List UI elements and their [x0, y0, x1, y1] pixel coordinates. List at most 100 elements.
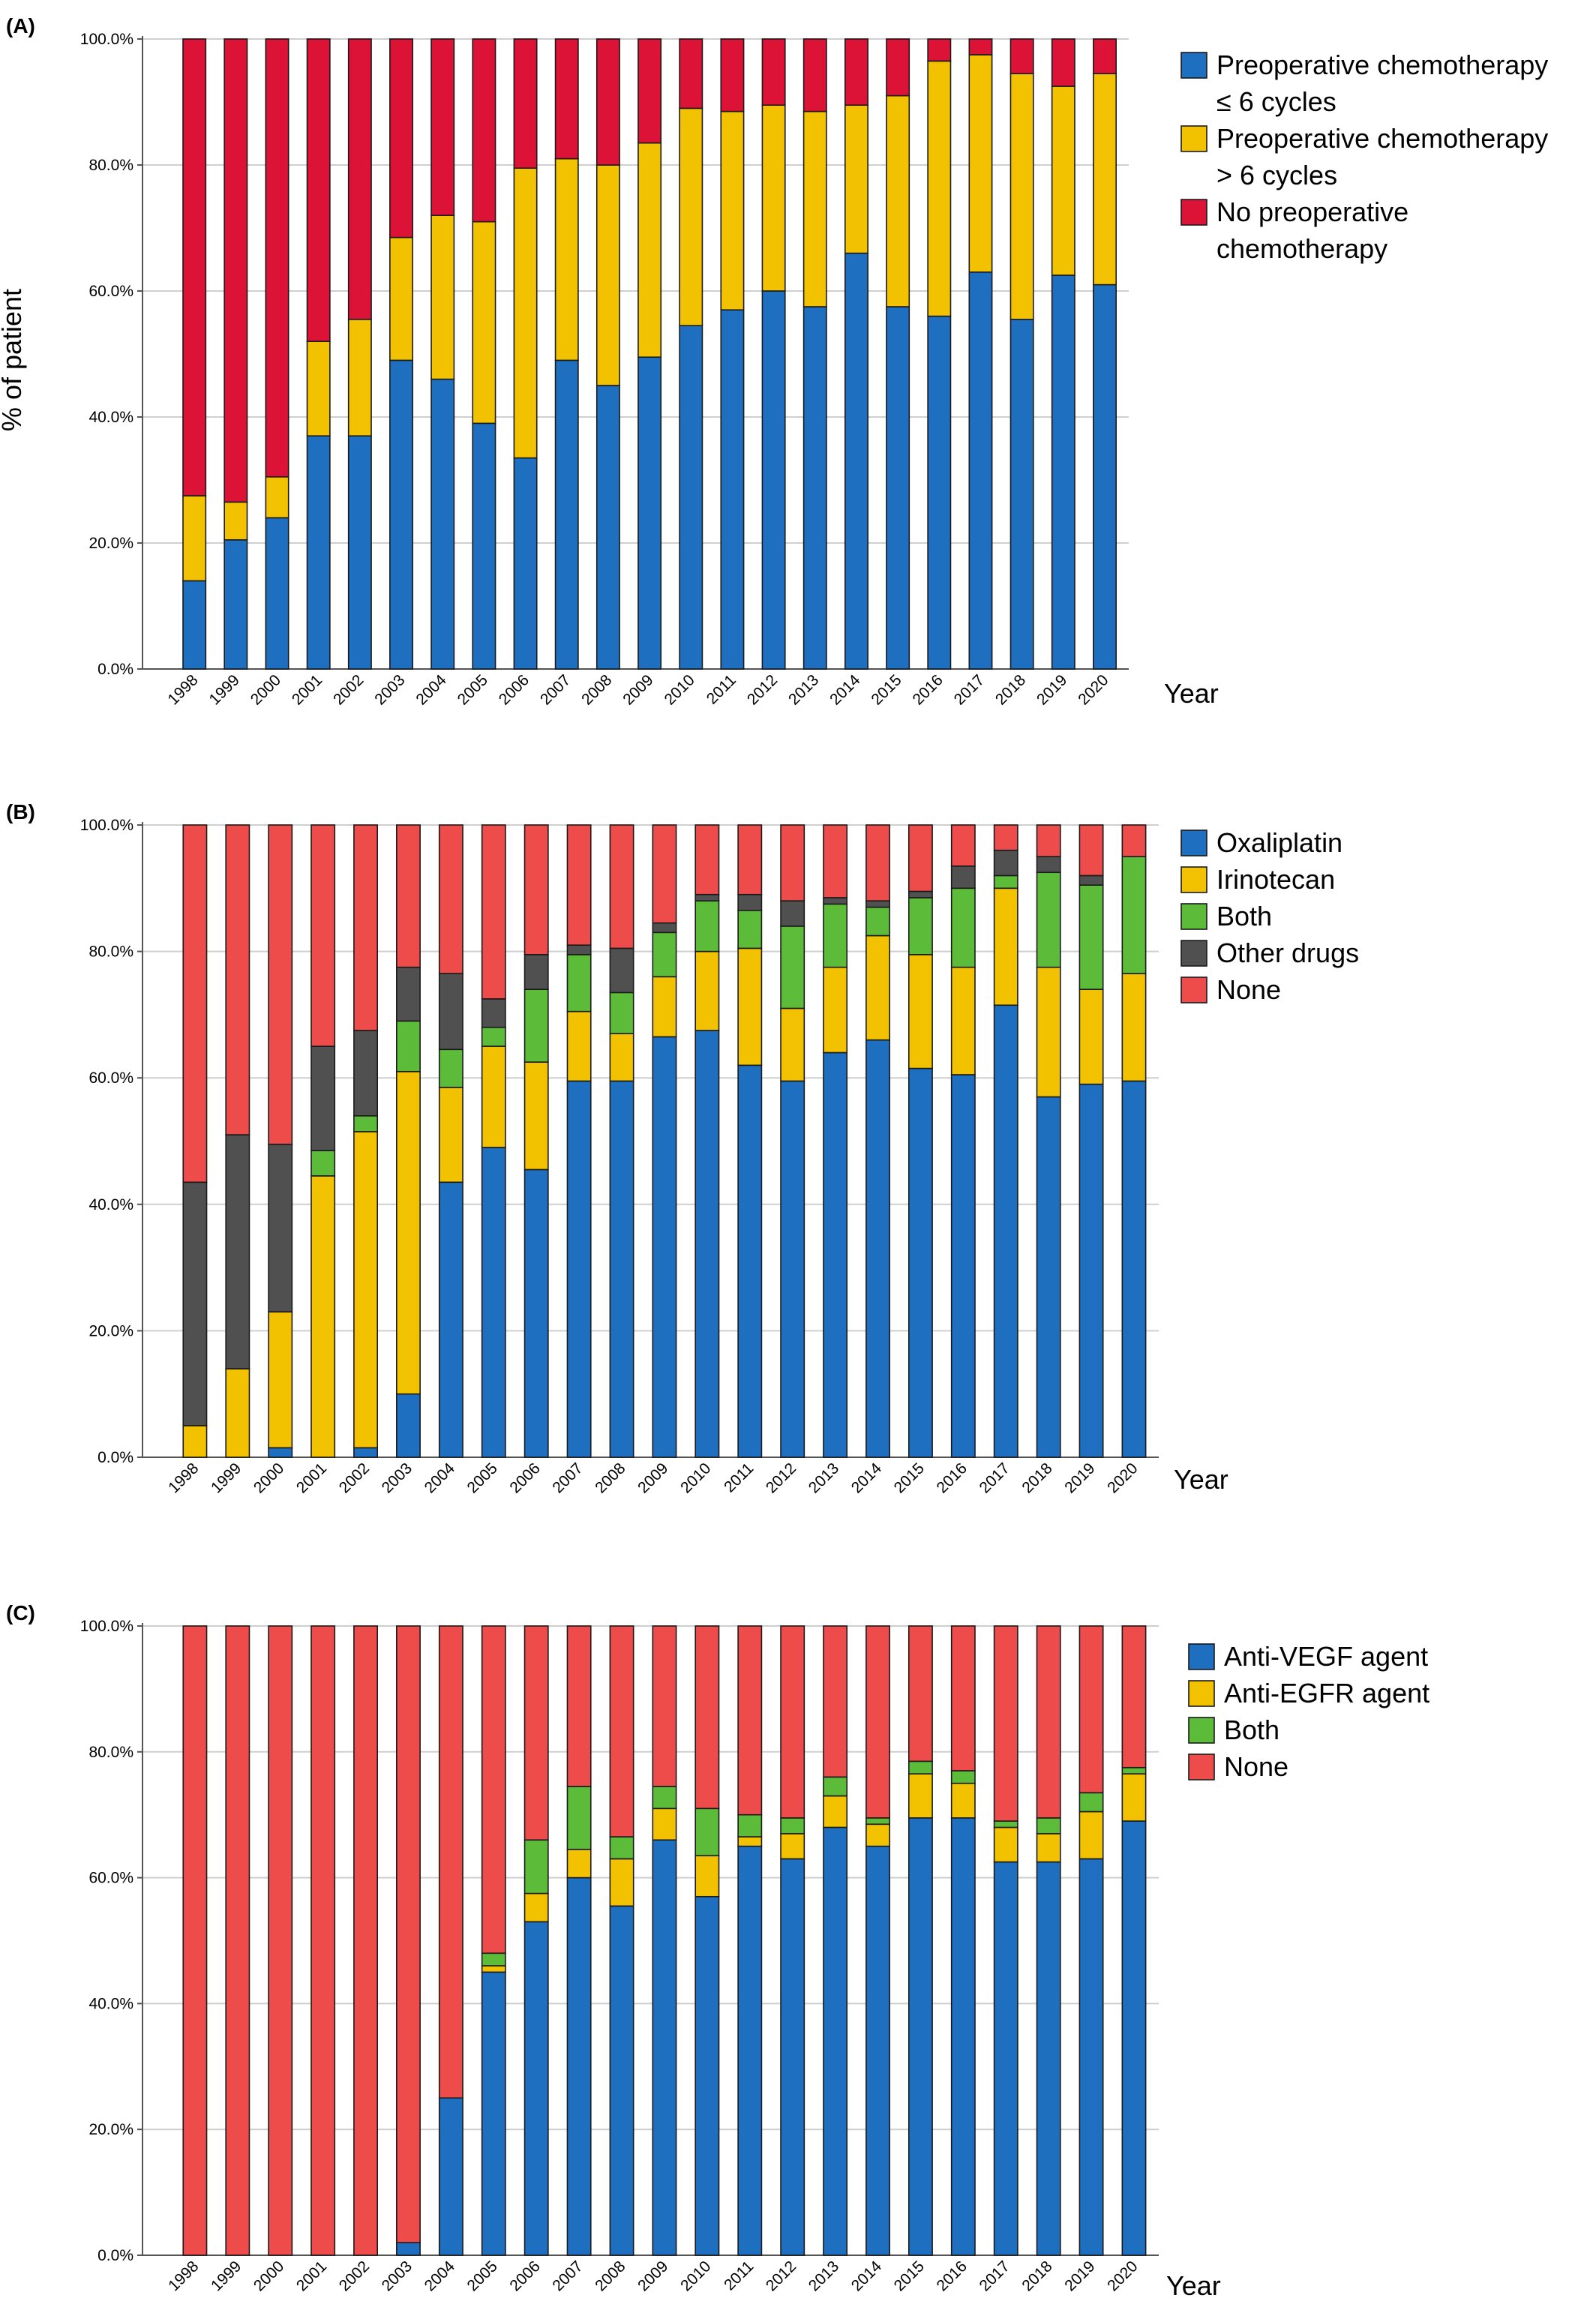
- bar-segment-2007-series-3: [566, 1786, 592, 1850]
- bar-segment-2020-series-2: [1121, 1773, 1147, 1822]
- bar-segment-2007-series-1: [566, 1080, 592, 1458]
- legend-label-line: chemotherapy: [1216, 233, 1388, 264]
- legend-label-line: Anti-EGFR agent: [1224, 1678, 1430, 1708]
- bar-segment-2020-series-4: [1121, 1625, 1147, 1768]
- bar-segment-2012-series-2: [780, 1007, 806, 1082]
- bar-segment-2008-series-1: [609, 1905, 634, 2256]
- y-tick-label: 80.0%: [88, 157, 134, 174]
- bar-segment-2011-series-1: [720, 309, 745, 670]
- legend-swatch: [1180, 52, 1208, 79]
- bar-segment-2006-series-2: [524, 1892, 549, 1923]
- chart-panel-3: (C)0.0%20.0%40.0%60.0%80.0%100.0%1998 199…: [6, 1601, 1430, 2301]
- y-axis-title: % of patient: [0, 289, 27, 431]
- bar-segment-2000-series-3: [265, 38, 290, 478]
- bar-segment-2012-series-3: [780, 926, 806, 1010]
- bar-segment-2019-series-4: [1078, 1625, 1104, 1794]
- bar-segment-2019-series-1: [1078, 1858, 1104, 2256]
- bar-segment-2003-series-4: [396, 1625, 421, 2244]
- bar-segment-2020-series-1: [1121, 1080, 1147, 1458]
- bar-segment-2014-series-1: [866, 1845, 890, 2256]
- bar-segment-2019-series-2: [1051, 86, 1076, 276]
- bar-segment-2005-series-4: [481, 998, 506, 1028]
- bar-segment-2004-series-1: [430, 378, 455, 670]
- y-tick-label: 100.0%: [80, 31, 134, 48]
- bar-segment-2001-series-4: [310, 1625, 336, 2256]
- bar-segment-2020-series-2: [1121, 973, 1147, 1082]
- bar-segment-2005-series-2: [472, 220, 496, 424]
- legend-label-line: No preoperative: [1216, 196, 1408, 227]
- bar-segment-2019-series-3: [1051, 38, 1076, 87]
- legend-label: None: [1216, 974, 1281, 1005]
- bar-segment-2011-series-2: [720, 110, 745, 311]
- bar-segment-2015-series-2: [886, 94, 910, 308]
- bar-segment-2002-series-2: [353, 1131, 379, 1449]
- bar-segment-2010-series-1: [679, 325, 704, 670]
- bar-segment-2009-series-2: [652, 976, 677, 1038]
- bar-segment-2014-series-4: [866, 1625, 890, 1819]
- bar-segment-2006-series-3: [524, 988, 549, 1063]
- bar-segment-2008-series-2: [596, 164, 620, 386]
- bar-segment-2014-series-1: [844, 252, 868, 670]
- bar-segment-2012-series-1: [780, 1858, 806, 2256]
- bar-segment-2000-series-4: [268, 1143, 293, 1312]
- bar-segment-2004-series-4: [438, 1625, 464, 2099]
- bar-segment-2007-series-3: [566, 954, 592, 1012]
- bar-segment-2016-series-4: [950, 865, 976, 890]
- bar-segment-2013-series-3: [823, 1776, 848, 1797]
- bar-segment-2008-series-4: [609, 1625, 634, 1838]
- bar-segment-2005-series-2: [481, 1046, 506, 1148]
- bar-segment-2010-series-2: [694, 1855, 720, 1898]
- bar-segment-2003-series-2: [389, 236, 414, 362]
- bar-segment-2008-series-5: [609, 824, 634, 950]
- bar-segment-2011-series-1: [737, 1064, 763, 1458]
- bar-segment-2007-series-1: [554, 359, 579, 670]
- bar-segment-1999-series-5: [225, 824, 250, 1136]
- bar-segment-2016-series-2: [950, 966, 976, 1076]
- bar-segment-2013-series-1: [823, 1052, 848, 1458]
- bar-segment-2020-series-1: [1093, 284, 1117, 670]
- bar-segment-2010-series-1: [694, 1030, 720, 1458]
- bar-segment-1999-series-4: [225, 1134, 250, 1370]
- bar-segment-2015-series-5: [908, 824, 933, 892]
- bar-segment-2018-series-3: [1036, 872, 1061, 968]
- bar-segment-2016-series-1: [927, 315, 952, 670]
- bar-segment-2003-series-4: [396, 966, 421, 1022]
- bar-segment-1999-series-2: [224, 501, 248, 541]
- legend-swatch: [1188, 1754, 1215, 1780]
- bar-segment-2013-series-4: [823, 897, 848, 905]
- bar-segment-2006-series-3: [513, 38, 538, 169]
- bar-segment-2011-series-4: [737, 893, 763, 911]
- bar-segment-2010-series-5: [694, 824, 720, 896]
- bar-segment-2008-series-2: [609, 1858, 634, 1907]
- bar-segment-2017-series-1: [993, 1004, 1018, 1458]
- y-tick-label: 80.0%: [88, 1744, 134, 1761]
- bar-segment-2006-series-1: [524, 1168, 549, 1458]
- legend-swatch: [1180, 940, 1208, 967]
- bar-segment-2011-series-1: [737, 1845, 763, 2256]
- x-axis-title: Year: [1164, 678, 1219, 709]
- bar-segment-2000-series-4: [268, 1625, 293, 2256]
- bar-segment-2006-series-1: [524, 1921, 549, 2256]
- bar-segment-2018-series-1: [1036, 1096, 1061, 1458]
- bar-segment-2016-series-4: [950, 1625, 976, 1772]
- y-tick-label: 20.0%: [88, 1322, 134, 1340]
- legend-label: Irinotecan: [1216, 864, 1335, 895]
- legend-swatch: [1180, 976, 1208, 1004]
- bar-segment-2006-series-2: [513, 167, 538, 459]
- bar-segment-2014-series-2: [866, 1823, 890, 1847]
- legend-label-line: Preoperative chemotherapy: [1216, 50, 1548, 80]
- bar-segment-2017-series-2: [968, 54, 993, 273]
- bar-segment-2017-series-2: [993, 1826, 1018, 1863]
- bar-segment-2000-series-1: [268, 1447, 293, 1458]
- bar-segment-2012-series-4: [780, 1625, 806, 1819]
- bar-segment-2001-series-2: [306, 340, 331, 437]
- bar-segment-1998-series-4: [182, 1625, 208, 2256]
- bar-segment-1999-series-1: [224, 538, 248, 670]
- bar-segment-2012-series-1: [761, 290, 786, 670]
- legend-label-line: > 6 cycles: [1216, 160, 1337, 190]
- bar-segment-2014-series-3: [844, 38, 868, 106]
- legend-swatch: [1188, 1643, 1215, 1670]
- bar-segment-2000-series-5: [268, 824, 293, 1145]
- bar-segment-2012-series-3: [761, 38, 786, 106]
- bar-segment-2016-series-1: [950, 1817, 976, 2256]
